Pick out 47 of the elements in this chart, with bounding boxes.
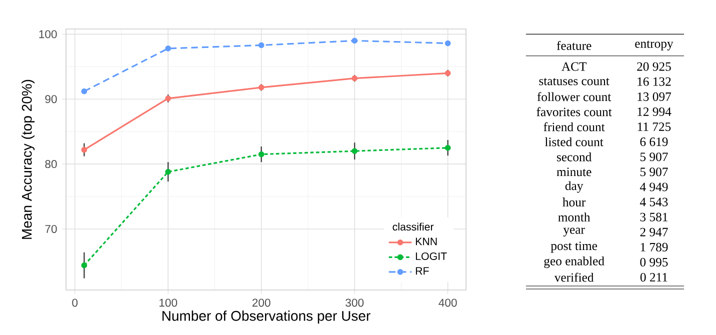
- category-label: second: [557, 152, 592, 162]
- text: 1 789: [640, 242, 668, 252]
- x-tick-label: 200: [252, 298, 270, 307]
- category-label: ACT: [562, 62, 587, 71]
- text: 6 619: [640, 138, 668, 146]
- text: 5 907: [640, 152, 668, 162]
- category-label: day: [565, 181, 584, 193]
- x-tick-label: 300: [346, 298, 364, 307]
- category-label: post time: [550, 242, 598, 253]
- text: 16 132: [638, 77, 671, 86]
- x-axis-title: Number of Observations per User: [162, 310, 370, 324]
- text: 0 211: [640, 272, 668, 282]
- text: 20 925: [637, 62, 671, 71]
- text: entropy: [635, 40, 674, 50]
- category-label: minute: [556, 168, 592, 176]
- y-tick-label: 70: [45, 224, 57, 233]
- category-label: geo enabled: [544, 256, 604, 268]
- category-label: verified: [554, 272, 594, 282]
- x-tick-label: 0: [72, 298, 78, 307]
- legend-label: LOGIT: [416, 252, 447, 260]
- text: 11 725: [638, 122, 671, 132]
- legend-title: classifier: [392, 222, 434, 231]
- text: 0 995: [640, 258, 668, 266]
- y-tick-label: 80: [45, 160, 57, 168]
- text: 13 097: [638, 92, 672, 101]
- text: 12 994: [638, 107, 672, 116]
- text: 5 907: [640, 168, 668, 176]
- text: feature: [556, 40, 592, 50]
- category-label: year: [563, 228, 585, 236]
- legend-label: KNN: [416, 238, 437, 246]
- legend-label: RF: [416, 267, 429, 275]
- category-label: friend count: [544, 122, 605, 132]
- text: 2 947: [640, 228, 668, 236]
- y-tick-label: 100: [39, 30, 57, 38]
- x-tick-label: 400: [438, 298, 457, 307]
- text: 4 543: [640, 198, 668, 206]
- y-tick-label: 90: [45, 95, 57, 104]
- category-label: month: [558, 212, 590, 222]
- category-label: listed count: [544, 137, 604, 146]
- category-label: statuses count: [539, 78, 610, 86]
- text: 3 581: [640, 212, 668, 222]
- x-tick-label: 100: [160, 298, 178, 307]
- category-label: hour: [562, 198, 586, 206]
- text: 4 949: [640, 182, 668, 192]
- category-label: favorites count: [536, 107, 612, 116]
- category-label: follower count: [537, 92, 612, 102]
- y-axis-title: Mean Accuracy (top 20%): [22, 80, 35, 239]
